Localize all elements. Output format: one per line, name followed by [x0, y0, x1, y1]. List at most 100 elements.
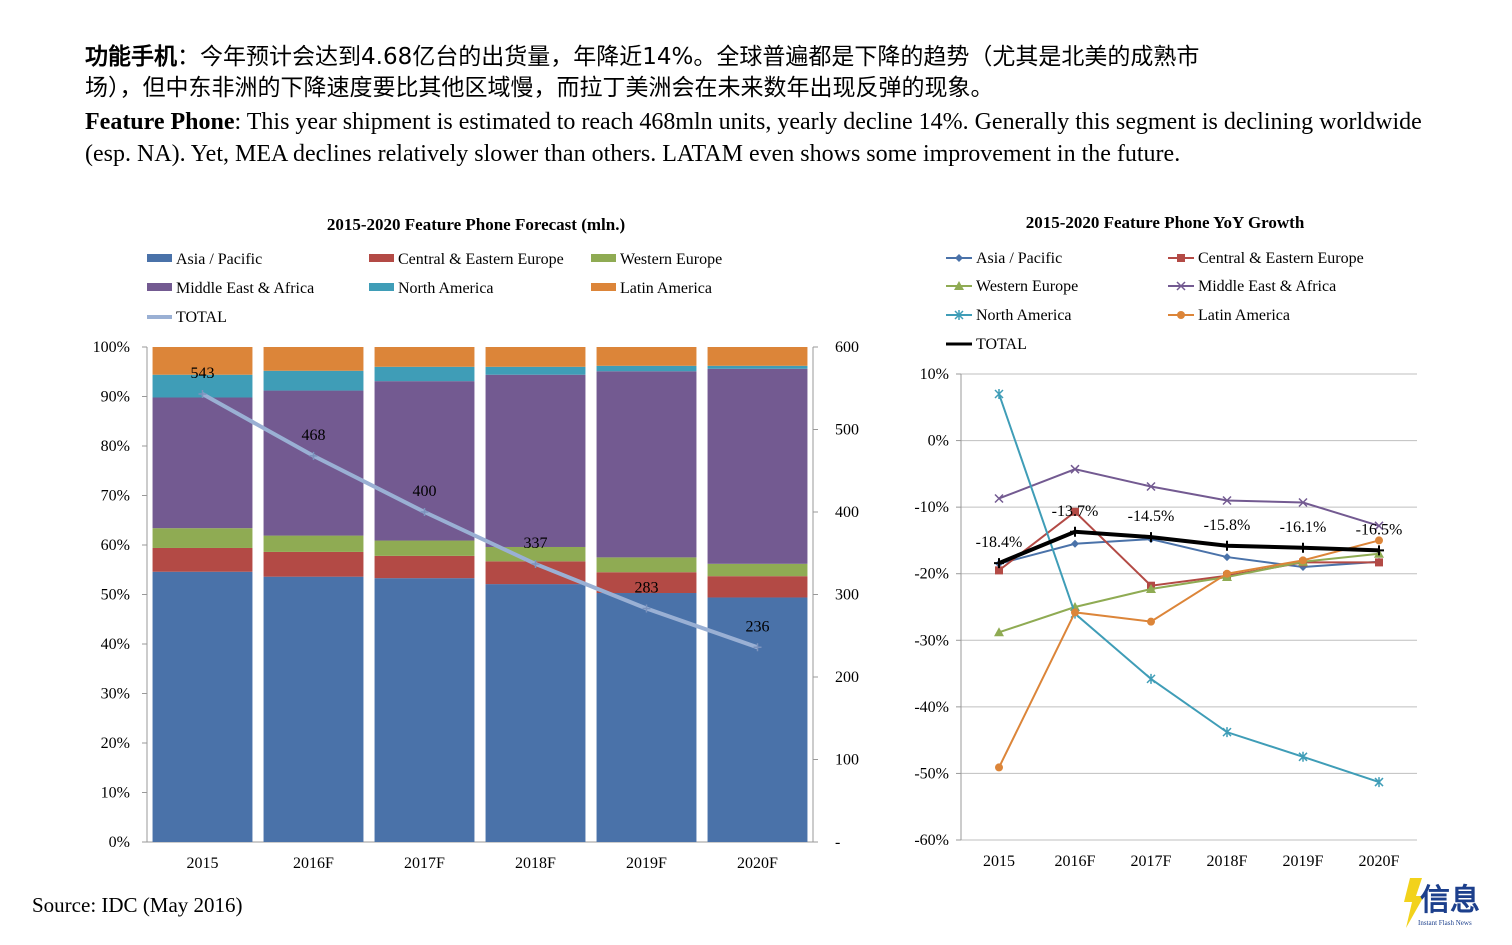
data-point-total [1146, 532, 1156, 543]
y-tick-label: 10% [920, 366, 949, 383]
logo-subtext: Instant Flash News [1418, 919, 1472, 927]
legend-marker-north-america [954, 310, 964, 320]
data-point-total [994, 558, 1004, 569]
bar-segment-western-europe [707, 563, 808, 577]
legend-label-western-europe: Western Europe [620, 251, 722, 268]
total-data-label: -16.1% [1280, 519, 1327, 536]
y-tick-label: 0% [928, 433, 949, 450]
series-line-western-europe [998, 552, 1380, 634]
data-point-total [1374, 545, 1384, 556]
bar-segment-asia-pacific [152, 571, 253, 842]
y-tick-label: -20% [914, 566, 949, 583]
x-tick-label: 2015 [983, 853, 1015, 870]
legend-label-north-america: North America [398, 280, 494, 297]
bar-segment-western-europe [263, 535, 364, 552]
legend-label-western-europe: Western Europe [976, 278, 1078, 295]
bar-segment-middle-east-africa [152, 397, 253, 529]
data-point-asia-pacific [1071, 539, 1079, 548]
bar-segment-asia-pacific [596, 593, 697, 842]
legend-marker-central-eastern-europe [1177, 254, 1185, 262]
bar-segment-north-america [374, 366, 475, 382]
chart-title: 2015-2020 Feature Phone Forecast (mln.) [327, 215, 625, 234]
bar-segment-central-eastern-europe [374, 555, 475, 579]
total-data-label: 468 [302, 427, 326, 444]
bar-segment-asia-pacific [485, 584, 586, 842]
total-point-marker [198, 390, 207, 399]
y-tick-label: -40% [914, 699, 949, 716]
data-point-middle-east-africa [994, 493, 1004, 504]
legend-label-total: TOTAL [176, 309, 227, 326]
data-point-middle-east-africa [1222, 495, 1232, 506]
data-point-middle-east-africa [1374, 521, 1384, 531]
data-point-north-america [1374, 777, 1384, 788]
total-point-marker [420, 508, 429, 516]
y2-tick-label: - [835, 834, 840, 851]
data-point-latin-america [995, 763, 1003, 772]
y2-tick-label: 300 [835, 587, 859, 604]
total-line [201, 392, 759, 650]
bar-segment-western-europe [596, 557, 697, 573]
total-point-marker [309, 451, 318, 460]
data-point-middle-east-africa [1146, 481, 1156, 492]
data-point-latin-america [1071, 608, 1079, 617]
series-line-asia-pacific [998, 538, 1380, 569]
data-point-western-europe [1146, 584, 1156, 594]
legend-label-latin-america: Latin America [1198, 307, 1290, 324]
bar-segment-latin-america [374, 347, 475, 367]
forecast-stacked-bar-chart: 2015-2020 Feature Phone Forecast (mln.) A… [93, 215, 859, 872]
legend-swatch-central-eastern-europe [369, 254, 394, 262]
intro-chinese-text: ：今年预计会达到4.68亿台的出货量，年降近14%。全球普遍都是下降的趋势（尤其… [177, 44, 1200, 70]
bar-segment-middle-east-africa [707, 368, 808, 564]
x-tick-label: 2020F [1359, 853, 1400, 870]
y-tick-label: 60% [101, 537, 130, 554]
legend-label-total: TOTAL [976, 336, 1027, 353]
legend-label-middle-east-africa: Middle East & Africa [1198, 278, 1336, 295]
chart-title: 2015-2020 Feature Phone YoY Growth [1026, 213, 1305, 232]
y-tick-label: -30% [914, 632, 949, 649]
data-point-central-eastern-europe [1071, 507, 1079, 516]
bar-segment-north-america [152, 374, 253, 398]
y-tick-label: 50% [101, 587, 130, 604]
intro-text: 功能手机：今年预计会达到4.68亿台的出货量，年降近14%。全球普遍都是下降的趋… [85, 42, 1445, 170]
y-tick-label: 0% [109, 834, 130, 851]
logo-text: 信息 [1420, 883, 1480, 918]
x-tick-label: 2018F [1207, 853, 1248, 870]
total-data-label: 236 [746, 618, 770, 635]
bar-segment-middle-east-africa [485, 374, 586, 547]
bar-segment-latin-america [263, 347, 364, 371]
x-tick-label: 2020F [737, 855, 778, 872]
total-data-label: 400 [413, 483, 437, 500]
legend-label-middle-east-africa: Middle East & Africa [176, 280, 314, 297]
data-point-asia-pacific [1223, 553, 1231, 562]
data-point-western-europe [994, 627, 1004, 637]
y-tick-label: 90% [101, 389, 130, 406]
total-point-marker [531, 559, 540, 568]
data-point-latin-america [1375, 536, 1383, 545]
total-data-label: 337 [524, 535, 548, 552]
legend-swatch-asia-pacific [147, 254, 172, 262]
bar-segment-central-eastern-europe [263, 551, 364, 577]
bar-segment-latin-america [707, 347, 808, 366]
bar-segment-central-eastern-europe [707, 576, 808, 598]
legend-label-central-eastern-europe: Central & Eastern Europe [1198, 250, 1364, 267]
total-data-label: -18.4% [976, 534, 1023, 551]
total-data-label: -15.8% [1204, 517, 1251, 534]
total-point-marker [753, 643, 762, 652]
bar-segment-asia-pacific [707, 597, 808, 842]
y2-tick-label: 500 [835, 422, 859, 439]
y-tick-label: 70% [101, 488, 130, 505]
legend-swatch-western-europe [591, 254, 616, 262]
total-data-label: -16.5% [1356, 521, 1403, 538]
x-tick-label: 2016F [1055, 853, 1096, 870]
total-data-label: 283 [635, 580, 659, 597]
bar-segment-asia-pacific [263, 576, 364, 842]
legend-marker-asia-pacific [955, 254, 963, 262]
data-point-latin-america [1147, 617, 1155, 626]
y-tick-label: 100% [93, 339, 130, 356]
total-point-marker [642, 604, 651, 613]
bar-segment-middle-east-africa [596, 371, 697, 558]
logo: 信息 Instant Flash News [1398, 872, 1488, 932]
bar-segment-north-america [707, 365, 808, 369]
data-point-middle-east-africa [1070, 464, 1080, 474]
legend-label-latin-america: Latin America [620, 280, 712, 297]
